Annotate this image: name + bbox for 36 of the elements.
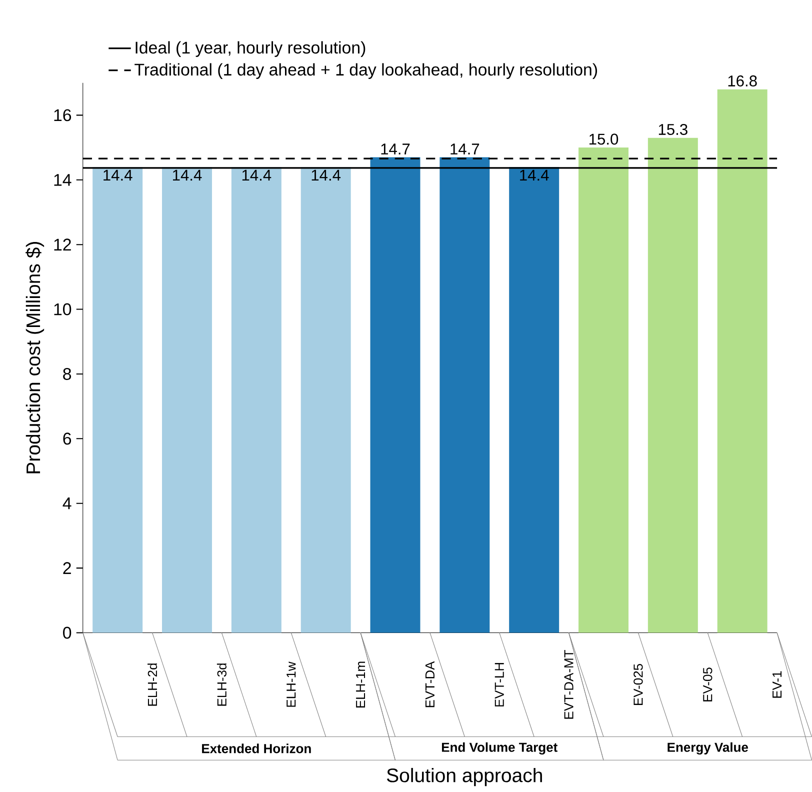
data-label: 15.3: [658, 124, 688, 136]
text: Extended Horizon: [202, 744, 311, 754]
data-label: 14.4: [312, 170, 341, 181]
x-tick-label: EV-05: [703, 668, 712, 702]
data-label: 16.8: [728, 76, 757, 87]
x-axis-title: Solution approach: [386, 768, 542, 786]
x-tick-label: EV-025: [634, 664, 643, 706]
x-tick-label: ELH-1w: [286, 662, 296, 707]
y-tick-label: 14: [54, 174, 72, 186]
text: End Volume Target: [442, 742, 558, 755]
y-tick-label: 2: [63, 562, 71, 574]
data-label: 14.7: [450, 144, 480, 155]
x-tick-label: EVT-DA-MT: [564, 650, 574, 719]
y-tick-label: 6: [63, 432, 72, 445]
y-tick-label: 12: [54, 238, 71, 251]
data-label: 15.0: [590, 134, 618, 145]
y-tick-label: 4: [62, 498, 72, 510]
data-label: 14.4: [242, 170, 272, 181]
data-label: 14.4: [173, 170, 202, 181]
x-tick-label: EV-1: [772, 671, 782, 698]
text: Energy Value: [668, 742, 748, 755]
data-label: 14.4: [520, 170, 549, 181]
y-tick-label: 16: [54, 109, 72, 122]
legend-label: Ideal (1 year, hourly resolution): [136, 41, 366, 58]
x-tick-label: ELH-1m: [356, 662, 366, 708]
y-tick-label: 10: [54, 303, 72, 316]
data-label: 14.7: [381, 144, 410, 155]
y-tick-label: 8: [63, 368, 72, 380]
x-tick-label: EVT-DA: [425, 661, 434, 708]
y-tick-label: 0: [63, 626, 72, 639]
legend-label: Traditional (1 day ahead + 1 day lookahead, hourly resolution): [134, 63, 597, 80]
y-axis-title: Production cost (Millions $): [26, 242, 44, 474]
x-tick-label: EVT-LH: [494, 663, 504, 707]
data-label: 14.4: [104, 170, 132, 181]
x-tick-label: ELH-2d: [148, 664, 158, 706]
x-tick-label: ELH-3d: [216, 664, 226, 706]
